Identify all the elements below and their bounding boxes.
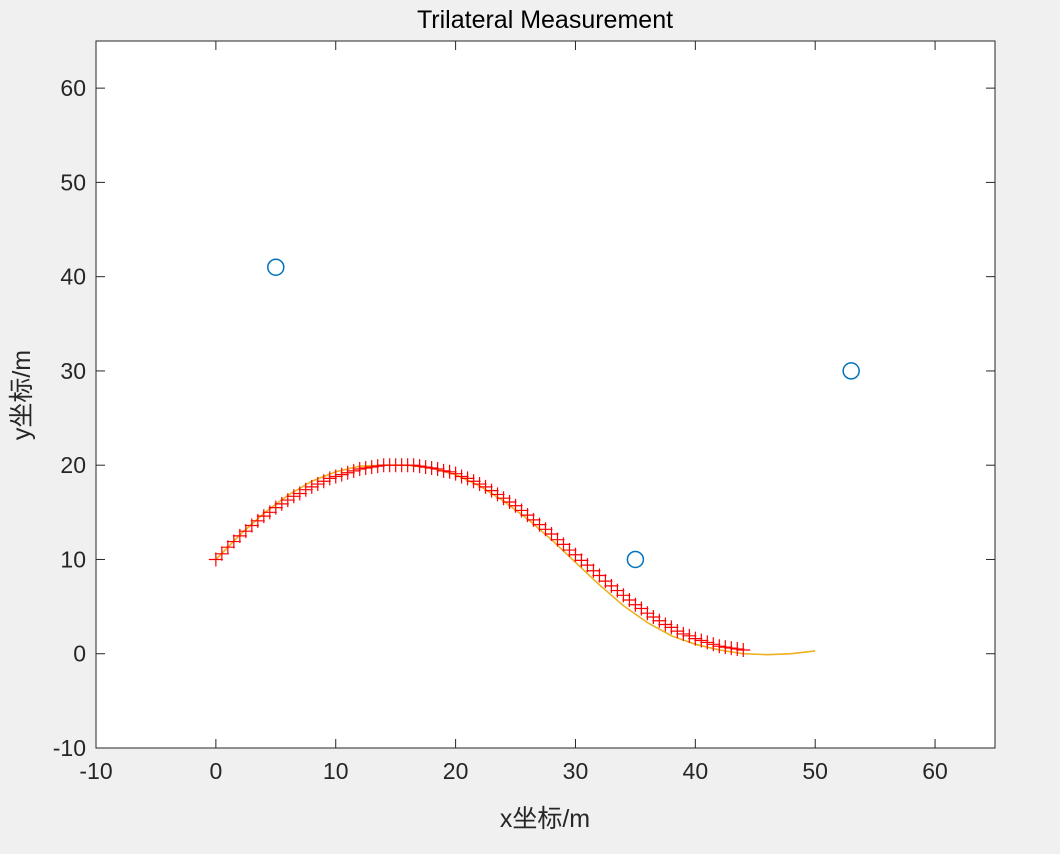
measurement-point [724, 641, 739, 656]
measurement-point [712, 639, 727, 654]
measurement-point [286, 489, 301, 504]
y-tick-label: 0 [73, 641, 86, 667]
plot-area [96, 41, 995, 748]
measurement-point [214, 546, 229, 561]
measurement-point [472, 477, 487, 492]
measurement-point [736, 642, 751, 657]
y-tick-label: 10 [60, 546, 86, 572]
measurement-point [316, 474, 331, 489]
measurement-point [256, 509, 271, 524]
y-axis-label: y坐标/m [8, 350, 36, 440]
measurement-point [640, 606, 655, 621]
measurement-point [406, 458, 421, 473]
measurement-point [688, 631, 703, 646]
x-tick-label: 20 [443, 758, 469, 784]
y-tick-label: 50 [60, 169, 86, 195]
anchor-point [626, 550, 645, 569]
measurement-point [484, 483, 499, 498]
y-tick-label: 30 [60, 358, 86, 384]
measurement-point [658, 617, 673, 632]
measurement-point [706, 637, 721, 652]
measurement-point [556, 537, 571, 552]
measurement-point [544, 527, 559, 542]
measurement-point [412, 459, 427, 474]
y-tick-label: 60 [60, 75, 86, 101]
measurement-point [424, 461, 439, 476]
measurement-point [268, 500, 283, 515]
measurement-point [304, 479, 319, 494]
measurement-point [628, 597, 643, 612]
measurement-point [496, 491, 511, 506]
measurement-point [370, 459, 385, 474]
measurement-point [364, 460, 379, 475]
y-tick-label: 20 [60, 452, 86, 478]
measurement-point [292, 486, 307, 501]
measurement-point [682, 628, 697, 643]
measurement-point [280, 493, 295, 508]
y-tick-label: 40 [60, 264, 86, 290]
x-tick-label: 10 [323, 758, 349, 784]
measurement-point [664, 620, 679, 635]
measurement-point [652, 613, 667, 628]
x-tick-label: 40 [683, 758, 709, 784]
measurement-point [718, 640, 733, 655]
measurement-point [694, 633, 709, 648]
measurement-point [334, 467, 349, 482]
axes-box [95, 40, 996, 749]
measurement-point [700, 635, 715, 650]
x-tick-label: 30 [563, 758, 589, 784]
measurement-point [592, 568, 607, 583]
measurement-point [274, 496, 289, 511]
measurement-point [466, 474, 481, 489]
measurement-point [430, 461, 445, 476]
x-tick-label: 50 [802, 758, 828, 784]
measurement-point [448, 466, 463, 481]
measurement-point [730, 642, 745, 657]
measurement-point [226, 534, 241, 549]
measurement-point [436, 463, 451, 478]
chart-title: Trilateral Measurement [417, 6, 673, 34]
x-tick-label: 60 [922, 758, 948, 784]
anchor-point [842, 362, 860, 380]
anchor-point [267, 258, 285, 276]
measurement-point [442, 464, 457, 479]
measurement-point [340, 465, 355, 480]
measurement-point [220, 540, 235, 555]
measurement-point [568, 547, 583, 562]
x-tick-label: 0 [209, 758, 222, 784]
measurement-point [238, 524, 253, 539]
measurement-point [352, 461, 367, 476]
measurement-point [298, 482, 313, 497]
measurement-point [478, 479, 493, 494]
measurement-point [208, 552, 223, 567]
measurement-point [490, 487, 505, 502]
measurement-point [358, 461, 373, 476]
measurement-point [310, 477, 325, 492]
x-axis-label: x坐标/m [500, 805, 590, 833]
measurement-point [670, 624, 685, 639]
measurement-point [580, 558, 595, 573]
measurement-point [328, 469, 343, 484]
measurement-point [322, 471, 337, 486]
measurement-point [676, 626, 691, 641]
measurement-point [346, 463, 361, 478]
measurement-point [454, 469, 469, 484]
measurement-point [460, 471, 475, 486]
x-tick-label: -10 [79, 758, 112, 784]
measurement-point [646, 609, 661, 624]
y-tick-label: -10 [53, 735, 86, 761]
measurement-point [502, 494, 517, 509]
measurement-point [418, 460, 433, 475]
data-marks [208, 258, 860, 657]
axis-ticks: -10 0 10 20 30 40 50 60 -10 0 10 20 30 40 50 60 [53, 41, 995, 784]
